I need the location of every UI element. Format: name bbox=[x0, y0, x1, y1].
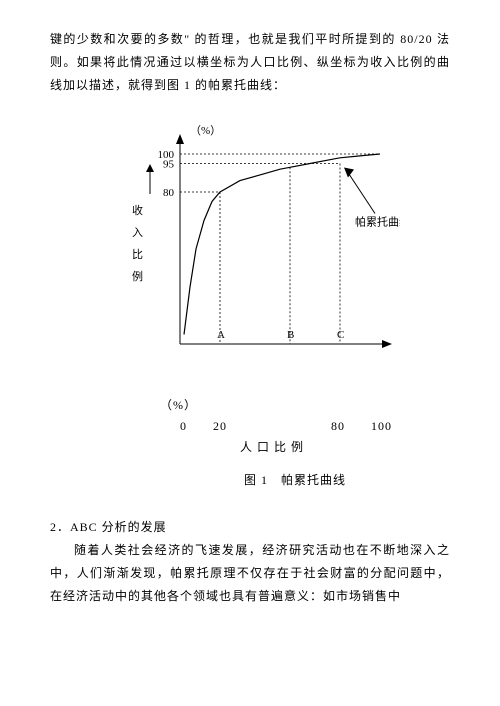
svg-text:（%）: （%） bbox=[190, 124, 221, 137]
svg-text:帕累托曲线: 帕累托曲线 bbox=[355, 215, 400, 229]
x-axis-label: 人 口 比 例 bbox=[240, 438, 450, 455]
svg-text:比: 比 bbox=[132, 248, 143, 261]
section-2-body: 随着人类社会经济的飞速发展，经济研究活动也在不断地深入之中，人们渐渐发现，帕累托… bbox=[50, 539, 450, 607]
svg-text:入: 入 bbox=[132, 227, 143, 239]
section-2-heading: 2．ABC 分析的发展 bbox=[50, 518, 450, 535]
document-page: 键的少数和次要的多数" 的哲理，也就是我们平时所提到的 80/20 法则。如果将… bbox=[0, 0, 500, 706]
svg-text:B: B bbox=[287, 329, 294, 341]
svg-text:例: 例 bbox=[132, 269, 143, 283]
svg-text:C: C bbox=[337, 329, 344, 341]
intro-paragraph: 键的少数和次要的多数" 的哲理，也就是我们平时所提到的 80/20 法则。如果将… bbox=[50, 28, 450, 96]
pareto-svg: （%）收入比例1009580帕累托曲线ABC bbox=[100, 114, 400, 374]
svg-text:80: 80 bbox=[163, 187, 175, 199]
pareto-chart: （%）收入比例1009580帕累托曲线ABC bbox=[50, 114, 450, 374]
x-tick-numbers: 0 20 80 100 bbox=[180, 419, 450, 434]
x-pct-label: （%） bbox=[160, 396, 450, 413]
svg-text:收: 收 bbox=[132, 203, 143, 217]
figure-caption: 图 1 帕累托曲线 bbox=[140, 471, 450, 488]
svg-text:A: A bbox=[217, 329, 225, 341]
svg-text:95: 95 bbox=[163, 159, 175, 171]
